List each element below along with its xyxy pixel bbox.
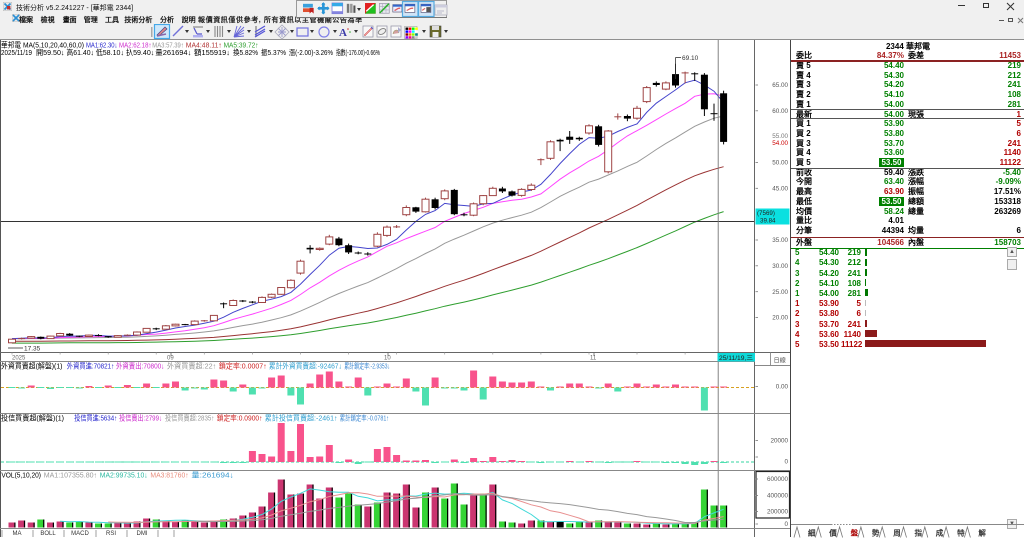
svg-text:0.00: 0.00 [776,384,789,391]
svg-text:低58.10↓: 低58.10↓ [96,47,124,57]
svg-text:MACD: MACD [71,531,89,537]
svg-text:30.00: 30.00 [772,263,788,270]
svg-text:MA2:99735.10↓: MA2:99735.10↓ [100,471,148,480]
svg-text:累計鎖定率:-2.9353↓: 累計鎖定率:-2.9353↓ [344,361,390,371]
svg-text:17.35: 17.35 [24,346,41,353]
svg-text:50.00: 50.00 [772,160,788,167]
svg-text:投信買賣超:2835↑: 投信買賣超:2835↑ [165,413,214,423]
svg-text:外資買賣超(解盤)(1): 外資買賣超(解盤)(1) [1,361,63,371]
svg-text:成: 成 [936,528,944,538]
svg-text:39.84: 39.84 [760,217,776,224]
svg-text:45.00: 45.00 [772,186,788,193]
svg-text:解: 解 [978,528,986,538]
svg-text:外資買賣超:22↑: 外資買賣超:22↑ [167,361,216,371]
svg-text:振5.37%: 振5.37% [261,47,286,57]
svg-text:換5.82%: 換5.82% [233,47,258,57]
svg-text:開59.50↓: 開59.50↓ [36,48,65,57]
svg-text:外資賣出:70800↓: 外資賣出:70800↓ [116,361,164,371]
svg-text:25/11/19,三: 25/11/19,三 [719,355,753,362]
svg-text:11: 11 [590,356,597,362]
svg-text:RSI: RSI [106,531,116,537]
svg-text:2025/11/19: 2025/11/19 [1,48,32,57]
svg-text:MA1:62.30↓: MA1:62.30↓ [86,41,118,50]
svg-text:鎖定率:0.0900↑: 鎖定率:0.0900↑ [217,413,263,423]
svg-text:600000: 600000 [767,476,789,483]
svg-text:特: 特 [957,528,965,538]
svg-text:累計外資買賣超:-92467↓: 累計外資買賣超:-92467↓ [269,361,342,371]
svg-text:周: 周 [893,529,901,538]
svg-text:外資買進:70821↑: 外資買進:70821↑ [67,361,115,371]
svg-text:(7569): (7569) [757,210,775,217]
svg-text:扖59.40↓: 扖59.40↓ [126,47,154,57]
svg-text:65.00: 65.00 [772,82,788,89]
svg-text:累計投信買賣超:-2461↑: 累計投信買賣超:-2461↑ [265,413,338,423]
svg-text:MA2:62.18↑: MA2:62.18↑ [119,41,152,50]
svg-text:華邦電 MA(5,10,20,40,60,0): 華邦電 MA(5,10,20,40,60,0) [1,40,84,50]
svg-text:MA: MA [13,531,22,537]
svg-text:額155919↓: 額155919↓ [194,47,230,57]
svg-text:A: A [339,27,347,39]
svg-text:0: 0 [784,521,788,528]
svg-text:價: 價 [828,528,837,538]
svg-text:盤: 盤 [850,528,859,538]
svg-text:指: 指 [915,528,923,538]
svg-text:指數(-176.00)-0.66%: 指數(-176.00)-0.66% [336,47,380,57]
svg-text:09: 09 [167,356,174,362]
svg-text:2025: 2025 [12,356,26,362]
svg-text:MA1:107355.80↑: MA1:107355.80↑ [44,471,97,480]
svg-text:累計鎖定率:-0.0781↑: 累計鎖定率:-0.0781↑ [340,413,389,423]
svg-text:MA4:48.11↑: MA4:48.11↑ [186,41,222,50]
svg-text:高61.40↓: 高61.40↓ [66,47,94,57]
svg-text:20.00: 20.00 [772,315,788,322]
svg-text:鎖定率:0.0007↑: 鎖定率:0.0007↑ [219,361,267,371]
svg-text:20000: 20000 [770,438,788,445]
svg-text:35.00: 35.00 [772,237,788,244]
svg-text:DMI: DMI [137,531,148,537]
svg-text:MA3:57.39↑: MA3:57.39↑ [152,41,184,50]
svg-text:10: 10 [384,356,391,362]
svg-text:69.10: 69.10 [682,55,699,62]
svg-text:量261694↓: 量261694↓ [155,48,191,57]
svg-text:細: 細 [808,528,816,538]
svg-text:55.00: 55.00 [772,133,788,140]
svg-text:60.00: 60.00 [772,108,788,115]
svg-text:量:261694↓: 量:261694↓ [191,471,233,480]
svg-text:MA5:39.72↑: MA5:39.72↑ [224,41,259,50]
svg-text:200000: 200000 [767,509,789,516]
svg-text:日線: 日線 [774,356,786,364]
svg-text:400000: 400000 [767,493,789,500]
svg-text:漲(-2.00)-3.26%: 漲(-2.00)-3.26% [289,48,333,57]
svg-text:投信買進:5634↑: 投信買進:5634↑ [74,413,117,423]
svg-text:0: 0 [784,458,788,465]
svg-text:VOL(5,10,20): VOL(5,10,20) [1,471,41,480]
svg-text:MA3:81760↑: MA3:81760↑ [150,471,188,480]
svg-text:投信賣出:2799↓: 投信賣出:2799↓ [119,413,162,423]
svg-text:54.00: 54.00 [772,140,788,147]
svg-text:投信買賣超(解盤)(1): 投信買賣超(解盤)(1) [1,413,64,423]
svg-text:25.00: 25.00 [772,289,788,296]
svg-text:勢: 勢 [872,528,880,538]
svg-text:BOLL: BOLL [40,531,56,537]
